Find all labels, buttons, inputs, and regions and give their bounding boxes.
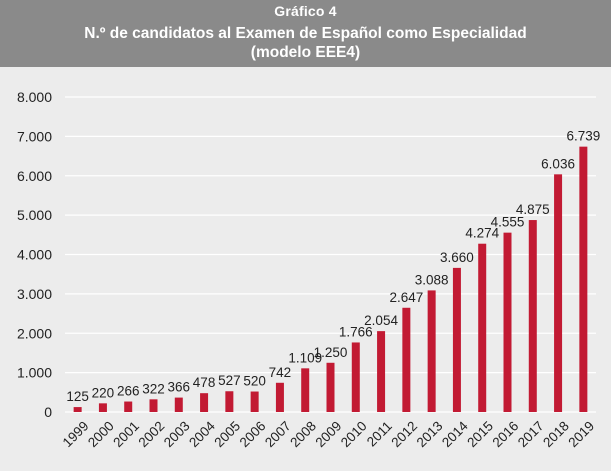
x-tick-label: 1999 bbox=[60, 418, 92, 450]
bar-2015 bbox=[478, 243, 487, 412]
x-tick-label: 2018 bbox=[540, 418, 572, 450]
x-tick-label: 2006 bbox=[237, 418, 269, 450]
value-label: 4.274 bbox=[465, 226, 499, 241]
value-label: 366 bbox=[168, 380, 191, 395]
x-tick-label: 2011 bbox=[364, 418, 395, 449]
y-tick-label: 6.000 bbox=[17, 168, 52, 184]
value-label: 6.036 bbox=[541, 156, 575, 171]
value-label: 2.054 bbox=[364, 313, 398, 328]
chart-title: N.º de candidatos al Examen de Español c… bbox=[0, 24, 611, 62]
x-tick-label: 2003 bbox=[161, 418, 193, 450]
bar-chart: 0 1.000 2.000 3.000 4.000 5.000 6.000 7.000 8.00… bbox=[17, 89, 600, 450]
bar-1999 bbox=[73, 407, 82, 412]
y-tick-label: 7.000 bbox=[17, 128, 52, 144]
value-label: 6.739 bbox=[566, 129, 600, 144]
x-axis-tick-labels: 1999200020012002200320042005200620072008… bbox=[60, 418, 598, 450]
y-tick-label: 5.000 bbox=[17, 207, 52, 223]
x-tick-label: 2005 bbox=[211, 418, 243, 450]
bar-2017 bbox=[528, 220, 537, 412]
value-label: 520 bbox=[243, 374, 266, 389]
value-label: 266 bbox=[117, 384, 140, 399]
x-tick-label: 2017 bbox=[515, 418, 547, 450]
value-label: 322 bbox=[142, 381, 165, 396]
x-tick-label: 2002 bbox=[136, 418, 168, 450]
y-tick-label: 0 bbox=[44, 404, 52, 420]
bar-2007 bbox=[275, 382, 284, 412]
bar-2000 bbox=[98, 403, 107, 412]
chart-header: Gráfico 4 N.º de candidatos al Examen de… bbox=[0, 0, 611, 67]
bar-2004 bbox=[200, 393, 209, 412]
chart-title-line-2: (modelo EEE4) bbox=[250, 44, 361, 61]
value-label: 1.766 bbox=[339, 324, 373, 339]
x-tick-label: 2007 bbox=[262, 418, 294, 450]
y-tick-label: 4.000 bbox=[17, 247, 52, 263]
value-label: 1.109 bbox=[288, 350, 322, 365]
y-tick-label: 3.000 bbox=[17, 286, 52, 302]
x-tick-label: 2015 bbox=[464, 418, 496, 450]
value-label: 1.250 bbox=[314, 345, 348, 360]
x-tick-label: 2001 bbox=[110, 418, 142, 450]
bar-2009 bbox=[326, 362, 335, 412]
y-tick-label: 2.000 bbox=[17, 325, 52, 341]
bar-2012 bbox=[402, 307, 411, 412]
y-axis-tick-labels: 0 1.000 2.000 3.000 4.000 5.000 6.000 7.000 8.00… bbox=[17, 89, 52, 420]
value-label: 527 bbox=[218, 373, 241, 388]
y-tick-label: 8.000 bbox=[17, 89, 52, 105]
x-tick-label: 2009 bbox=[313, 418, 345, 450]
bar-2019 bbox=[579, 146, 588, 412]
bar-2014 bbox=[452, 267, 461, 412]
value-label: 478 bbox=[193, 375, 216, 390]
value-label: 2.647 bbox=[389, 290, 423, 305]
x-tick-label: 2013 bbox=[414, 418, 446, 450]
bar-2001 bbox=[124, 401, 133, 412]
bar-2018 bbox=[554, 174, 563, 412]
x-tick-label: 2014 bbox=[439, 418, 471, 450]
bar-2006 bbox=[250, 391, 259, 412]
bar-2003 bbox=[174, 397, 183, 412]
chart-title-line-1: N.º de candidatos al Examen de Español c… bbox=[84, 25, 527, 42]
value-label: 4.875 bbox=[516, 202, 550, 217]
bar-2016 bbox=[503, 232, 512, 412]
x-tick-label: 2000 bbox=[85, 418, 117, 450]
bar-2011 bbox=[377, 331, 386, 412]
figure-label: Gráfico 4 bbox=[274, 3, 337, 19]
x-tick-label: 2016 bbox=[490, 418, 522, 450]
x-tick-label: 2004 bbox=[186, 418, 218, 450]
bar-2010 bbox=[351, 342, 360, 412]
bars bbox=[73, 146, 588, 412]
x-tick-label: 2019 bbox=[565, 418, 597, 450]
y-tick-label: 1.000 bbox=[17, 365, 52, 381]
value-label: 3.088 bbox=[415, 272, 449, 287]
bar-2008 bbox=[301, 368, 310, 412]
x-tick-label: 2010 bbox=[338, 418, 370, 450]
bar-2002 bbox=[149, 399, 158, 412]
value-label: 125 bbox=[66, 389, 89, 404]
value-label: 4.555 bbox=[491, 215, 525, 230]
x-tick-label: 2008 bbox=[287, 418, 319, 450]
bar-2013 bbox=[427, 290, 436, 412]
value-label: 3.660 bbox=[440, 250, 474, 265]
x-tick-label: 2012 bbox=[388, 418, 420, 450]
value-label: 742 bbox=[269, 365, 292, 380]
bar-2005 bbox=[225, 391, 234, 412]
value-label: 220 bbox=[92, 385, 115, 400]
